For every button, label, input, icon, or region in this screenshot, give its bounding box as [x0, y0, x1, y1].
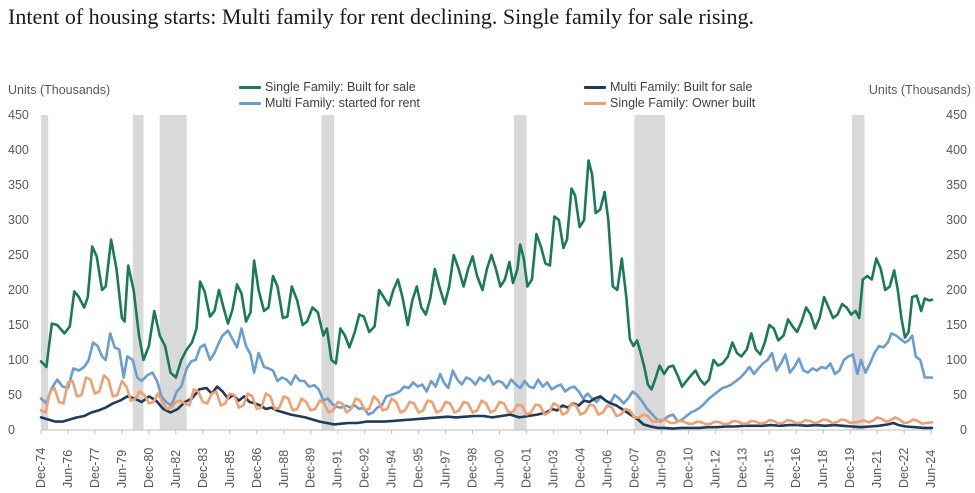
- recession-band-3: [159, 115, 187, 430]
- x-tick-label-dec-95: Dec-95: [412, 448, 426, 488]
- x-tick-label-jun-91: Jun-91: [331, 450, 345, 488]
- series-line-single-family-built-for-sale: [39, 159, 934, 391]
- x-tick-label-dec-86: Dec-86: [250, 448, 264, 488]
- x-tick-label-jun-06: Jun-06: [600, 450, 614, 488]
- y-tick-left-0: 0: [8, 423, 15, 437]
- data-series: [39, 159, 934, 430]
- legend-label: Multi Family: started for rent: [265, 96, 420, 110]
- x-tick-label-jun-85: Jun-85: [223, 450, 237, 488]
- series-line-multi-family-started-for-rent: [39, 327, 934, 423]
- legend-swatch-multi-family-built-for-sale: [584, 85, 606, 89]
- x-tick-label-dec-77: Dec-77: [88, 448, 102, 488]
- x-tick-label-dec-80: Dec-80: [142, 448, 156, 488]
- y-tick-left-300: 300: [8, 213, 29, 227]
- left-axis-unit-label: Units (Thousands): [8, 83, 111, 97]
- legend-label: Multi Family: Built for sale: [610, 80, 753, 94]
- recession-band-4: [321, 115, 335, 430]
- x-tick-label-dec-74: Dec-74: [34, 448, 48, 488]
- recession-band-7: [851, 115, 865, 430]
- x-tick-label-jun-82: Jun-82: [169, 450, 183, 488]
- legend-label: Single Family: Built for sale: [265, 80, 416, 94]
- y-tick-right-300: 300: [946, 213, 967, 227]
- x-tick-label-dec-22: Dec-22: [897, 448, 911, 488]
- x-tick-label-jun-21: Jun-21: [870, 450, 884, 488]
- y-tick-left-350: 350: [8, 178, 29, 192]
- right-axis-unit-label: Units (Thousands): [868, 83, 971, 97]
- y-tick-left-100: 100: [8, 353, 29, 367]
- y-tick-left-250: 250: [8, 248, 29, 262]
- recession-band-2: [132, 115, 144, 430]
- y-tick-left-400: 400: [8, 143, 29, 157]
- x-tick-label-jun-18: Jun-18: [816, 450, 830, 488]
- y-tick-left-200: 200: [8, 283, 29, 297]
- x-tick-label-jun-03: Jun-03: [546, 450, 560, 488]
- legend-swatch-single-family-owner-built: [584, 101, 606, 105]
- x-tick-label-jun-97: Jun-97: [439, 450, 453, 488]
- recession-band-6: [634, 115, 665, 430]
- legend-swatch-multi-family-started-for-rent: [239, 101, 261, 105]
- x-tick-label-jun-24: Jun-24: [924, 450, 938, 488]
- x-tick-label-dec-19: Dec-19: [843, 448, 857, 488]
- y-axis-left-ticks: 0 50 100 150 200 250 300 350 400 450: [8, 108, 29, 437]
- series-line-single-family-owner-built: [39, 374, 934, 426]
- x-tick-label-dec-83: Dec-83: [196, 448, 210, 488]
- recession-band-5: [513, 115, 527, 430]
- y-axis-right-ticks: 0 50 100 150 200 250 300 350 400 450: [946, 108, 967, 437]
- x-tick-label-jun-79: Jun-79: [115, 450, 129, 488]
- y-tick-left-50: 50: [8, 388, 22, 402]
- y-tick-right-400: 400: [946, 143, 967, 157]
- x-tick-label-jun-15: Jun-15: [762, 450, 776, 488]
- x-tick-label-jun-12: Jun-12: [708, 450, 722, 488]
- x-tick-label-dec-07: Dec-07: [627, 448, 641, 488]
- recession-band-1: [41, 115, 49, 430]
- x-tick-label-dec-89: Dec-89: [304, 448, 318, 488]
- legend-item-single-family-owner-built: Single Family: Owner built: [584, 96, 755, 110]
- x-tick-label-dec-16: Dec-16: [789, 448, 803, 488]
- x-tick-label-dec-10: Dec-10: [681, 448, 695, 488]
- x-tick-label-dec-01: Dec-01: [520, 448, 534, 488]
- x-tick-label-jun-00: Jun-00: [493, 450, 507, 488]
- x-axis-ticks: Dec-74 Jun-76 Dec-77 Jun-79 Dec-80 Jun-82 Dec-…: [34, 430, 938, 488]
- x-tick-label-dec-13: Dec-13: [735, 448, 749, 488]
- legend-label: Single Family: Owner built: [610, 96, 756, 110]
- y-tick-right-100: 100: [946, 353, 967, 367]
- legend-swatch-single-family-built-for-sale: [239, 85, 261, 89]
- y-tick-right-450: 450: [946, 108, 967, 122]
- y-tick-right-250: 250: [946, 248, 967, 262]
- y-tick-right-150: 150: [946, 318, 967, 332]
- y-tick-left-150: 150: [8, 318, 29, 332]
- chart-title: Intent of housing starts: Multi family f…: [8, 4, 755, 29]
- y-tick-right-350: 350: [946, 178, 967, 192]
- x-tick-label-jun-94: Jun-94: [385, 450, 399, 488]
- x-tick-label-jun-88: Jun-88: [277, 450, 291, 488]
- legend-item-single-family-built-for-sale: Single Family: Built for sale: [239, 80, 416, 94]
- y-tick-right-0: 0: [960, 423, 967, 437]
- x-tick-label-dec-92: Dec-92: [358, 448, 372, 488]
- x-tick-label-jun-09: Jun-09: [654, 450, 668, 488]
- x-tick-label-dec-98: Dec-98: [466, 448, 480, 488]
- y-tick-left-450: 450: [8, 108, 29, 122]
- recession-bands: [41, 115, 865, 430]
- x-tick-label-dec-04: Dec-04: [573, 448, 587, 488]
- y-tick-right-50: 50: [953, 388, 967, 402]
- legend-item-multi-family-built-for-sale: Multi Family: Built for sale: [584, 80, 752, 94]
- legend-item-multi-family-started-for-rent: Multi Family: started for rent: [239, 96, 420, 110]
- x-tick-label-jun-76: Jun-76: [61, 450, 75, 488]
- y-tick-right-200: 200: [946, 283, 967, 297]
